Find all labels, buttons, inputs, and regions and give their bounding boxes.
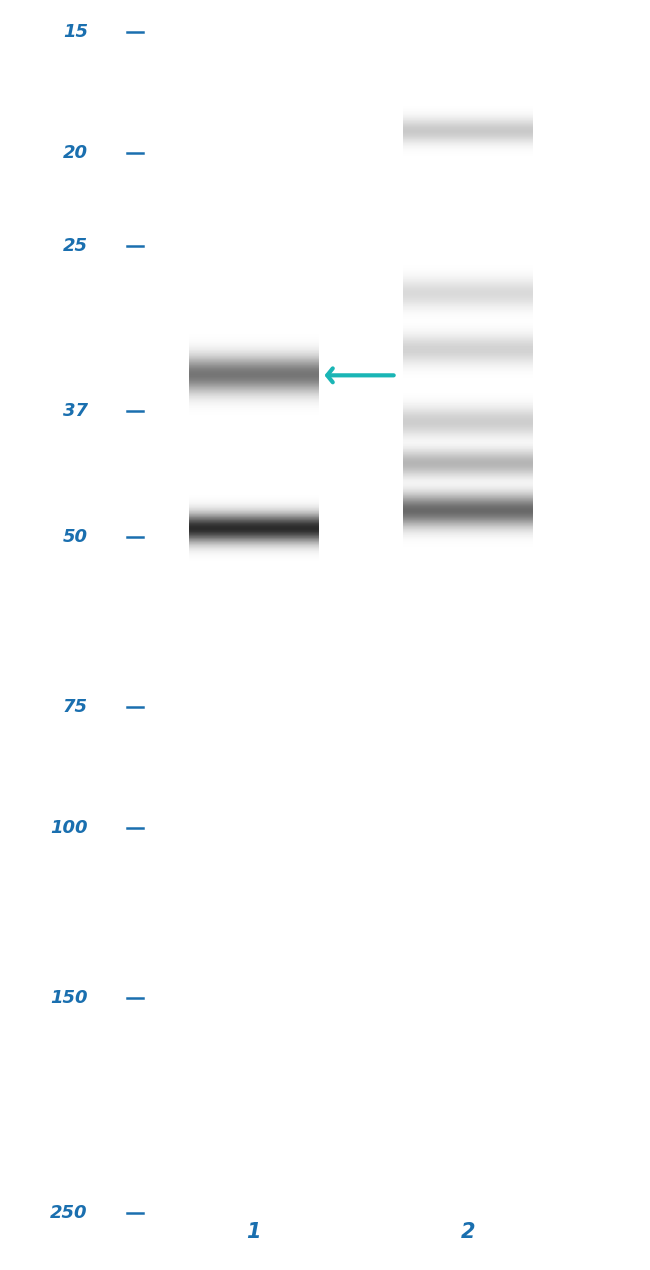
Text: 100: 100 (50, 819, 88, 837)
Text: 250: 250 (50, 1204, 88, 1222)
Bar (188, 32, 318, 1213)
Text: 20: 20 (63, 144, 88, 161)
Text: 37: 37 (63, 401, 88, 420)
Text: 150: 150 (50, 989, 88, 1007)
Text: 50: 50 (63, 528, 88, 546)
Text: 2: 2 (461, 1222, 475, 1242)
Bar (403, 32, 533, 1213)
Text: 15: 15 (63, 23, 88, 41)
Text: 25: 25 (63, 237, 88, 255)
Text: 1: 1 (246, 1222, 261, 1242)
Text: 75: 75 (63, 698, 88, 716)
